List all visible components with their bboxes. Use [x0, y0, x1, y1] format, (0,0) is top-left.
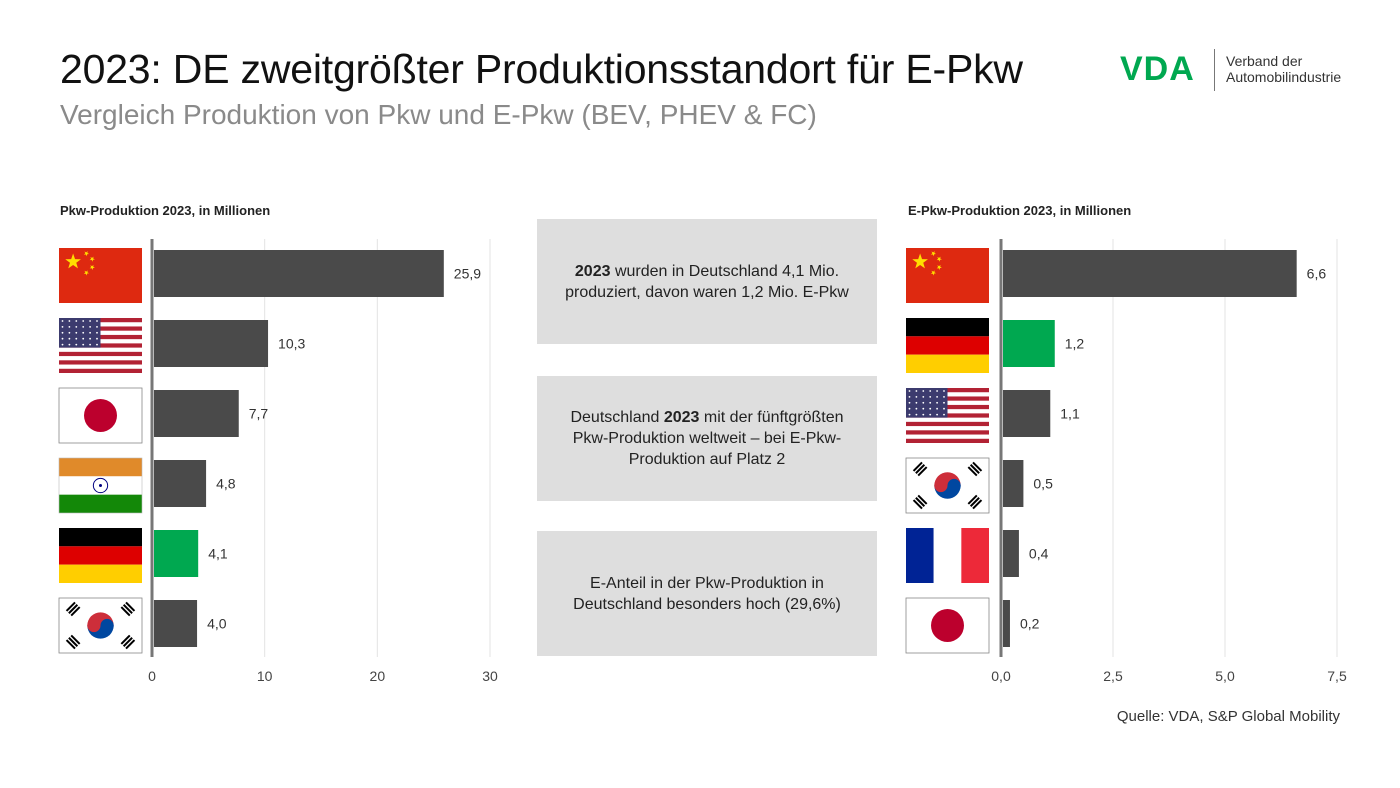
logo-separator [1214, 49, 1215, 91]
value-label: 0,4 [1029, 546, 1049, 562]
flag-kr [905, 457, 990, 514]
value-label: 0,2 [1020, 616, 1040, 632]
bar-china [1003, 250, 1297, 297]
flag-in [58, 457, 143, 514]
value-label: 10,3 [278, 336, 305, 352]
value-label: 0,5 [1033, 476, 1053, 492]
logo-line-2: Automobilindustrie [1226, 69, 1342, 85]
info-box-1-text: 2023 wurden in Deutschland 4,1 Mio. prod… [565, 262, 849, 301]
value-label: 7,7 [249, 406, 269, 422]
value-label: 25,9 [454, 266, 481, 282]
vda-logo: VDA Verband der Automobilindustrie [1120, 48, 1360, 94]
x-tick-label: 2,5 [1103, 668, 1123, 684]
bar-usa [154, 320, 269, 367]
x-tick-label: 10 [257, 668, 273, 684]
value-label: 4,8 [216, 476, 236, 492]
value-label: 4,0 [207, 616, 227, 632]
bar-frankreich [1003, 530, 1019, 577]
bar-japan [154, 390, 239, 437]
flag-us [906, 388, 989, 443]
flag-us [59, 318, 142, 373]
bar-usa [1003, 390, 1051, 437]
x-tick-label: 0 [148, 668, 156, 684]
page-title: 2023: DE zweitgrößter Produktionsstandor… [60, 46, 1023, 92]
bar-südkorea [1003, 460, 1024, 507]
flag-jp [905, 597, 990, 654]
flag-fr [906, 528, 989, 583]
chart-0: 0 10 20 30 25,9 10,3 7,7 4,8 4,1 4,0 [58, 239, 498, 684]
bar-indien [154, 460, 207, 507]
flag-de [59, 528, 142, 583]
info-box-3: E-Anteil in der Pkw-Produktion in Deutsc… [537, 531, 877, 656]
bar-china [154, 250, 444, 297]
info-box-3-text: E-Anteil in der Pkw-Produktion in Deutsc… [573, 574, 841, 613]
value-label: 6,6 [1307, 266, 1327, 282]
flag-kr [58, 597, 143, 654]
x-tick-label: 7,5 [1327, 668, 1347, 684]
info-box-1: 2023 wurden in Deutschland 4,1 Mio. prod… [537, 219, 877, 344]
bar-südkorea [154, 600, 198, 647]
flag-de [906, 318, 989, 373]
chart-title-pkw: Pkw-Produktion 2023, in Millionen [60, 203, 271, 218]
x-tick-label: 30 [482, 668, 498, 684]
chart-1: 0,0 2,5 5,0 7,5 6,6 1,2 1,1 0,5 0,4 0,2 [905, 239, 1347, 684]
x-tick-label: 20 [370, 668, 386, 684]
value-label: 1,2 [1065, 336, 1085, 352]
value-label: 1,1 [1060, 406, 1080, 422]
logo-line-1: Verband der [1226, 53, 1303, 69]
value-label: 4,1 [208, 546, 228, 562]
flag-cn [906, 248, 989, 303]
logo-mark: VDA [1120, 50, 1195, 88]
flag-cn [59, 248, 142, 303]
x-tick-label: 5,0 [1215, 668, 1235, 684]
flag-jp [58, 387, 143, 444]
page-subtitle: Vergleich Produktion von Pkw und E-Pkw (… [60, 99, 817, 130]
x-tick-label: 0,0 [991, 668, 1011, 684]
bar-deutschland [154, 530, 199, 577]
logo-text: Verband der Automobilindustrie [1226, 53, 1341, 85]
source-note: Quelle: VDA, S&P Global Mobility [1116, 708, 1340, 725]
bar-deutschland [1003, 320, 1055, 367]
info-box-2-text: Deutschland 2023 mit der fünftgrößten Pk… [570, 409, 844, 468]
bar-japan [1003, 600, 1010, 647]
chart-title-epkw: E-Pkw-Produktion 2023, in Millionen [908, 203, 1132, 218]
info-box-2: Deutschland 2023 mit der fünftgrößten Pk… [537, 376, 877, 501]
